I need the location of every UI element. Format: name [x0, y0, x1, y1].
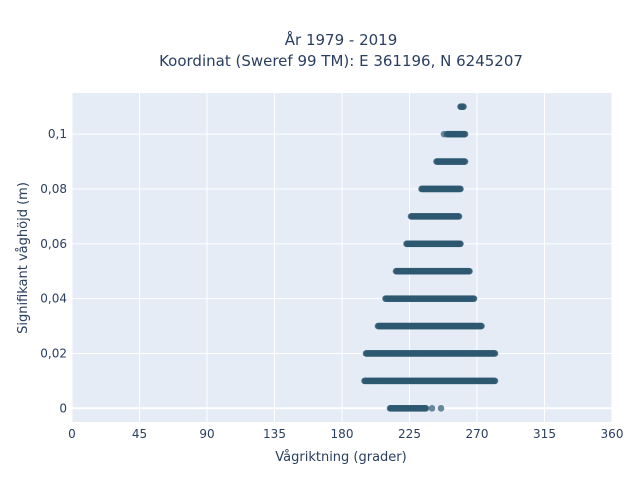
data-point	[491, 350, 499, 357]
x-tick-label: 225	[398, 427, 421, 441]
data-point	[461, 130, 469, 138]
data-point	[478, 322, 485, 330]
x-tick-label: 45	[132, 427, 147, 441]
data-point	[466, 267, 473, 275]
data-point	[460, 103, 467, 111]
x-tick-labels: 0 45 90 135 180 225 270 315 360	[68, 427, 623, 441]
data-point	[491, 377, 499, 385]
data-point	[428, 404, 436, 412]
y-tick-label: 0,1	[48, 127, 67, 141]
chart-title: År 1979 - 2019	[285, 30, 398, 49]
data-point	[455, 213, 463, 220]
x-tick-label: 135	[263, 427, 286, 441]
y-tick-label: 0	[59, 401, 67, 415]
chart-subtitle: Koordinat (Sweref 99 TM): E 361196, N 62…	[159, 52, 523, 70]
data-point	[422, 404, 430, 412]
y-tick-label: 0,06	[40, 237, 67, 251]
data-points	[361, 103, 499, 412]
x-tick-label: 315	[533, 427, 556, 441]
y-tick-label: 0,04	[40, 292, 67, 306]
data-point	[457, 185, 464, 193]
x-tick-label: 90	[199, 427, 214, 441]
x-tick-label: 180	[331, 427, 354, 441]
y-tick-label: 0,02	[40, 346, 67, 360]
x-axis-label: Vågriktning (grader)	[275, 450, 406, 465]
data-point	[470, 295, 478, 302]
data-point	[457, 240, 464, 248]
x-tick-label: 270	[466, 427, 489, 441]
grid-lines	[71, 93, 613, 422]
data-point	[437, 404, 445, 412]
x-tick-label: 0	[68, 427, 76, 441]
data-point	[461, 158, 469, 165]
y-tick-label: 0,08	[40, 182, 67, 196]
data-point	[440, 130, 448, 138]
y-tick-labels: 0 0,02 0,04 0,06 0,08 0,1	[40, 127, 67, 415]
y-axis-label: Signifikant våghöjd (m)	[16, 182, 31, 334]
x-tick-label: 360	[601, 427, 624, 441]
